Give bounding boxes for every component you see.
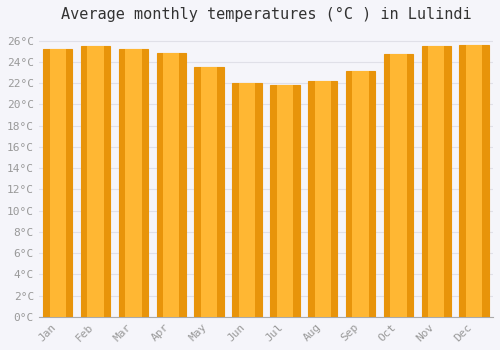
Bar [314,81,331,317]
Bar [460,45,489,317]
Bar [81,46,110,317]
Bar [163,54,180,317]
Bar [352,71,368,317]
Title: Average monthly temperatures (°C ) in Lulindi: Average monthly temperatures (°C ) in Lu… [60,7,471,22]
Bar [390,55,406,317]
Bar [194,67,224,317]
Bar [232,83,262,317]
Bar [118,49,148,317]
Bar [126,49,142,317]
Bar [50,49,66,317]
Bar [270,85,300,317]
Bar [466,45,482,317]
Bar [422,46,451,317]
Bar [43,49,72,317]
Bar [239,83,255,317]
Bar [156,54,186,317]
Bar [346,71,376,317]
Bar [428,46,444,317]
Bar [88,46,104,317]
Bar [308,81,338,317]
Bar [201,67,218,317]
Bar [384,55,413,317]
Bar [276,85,293,317]
